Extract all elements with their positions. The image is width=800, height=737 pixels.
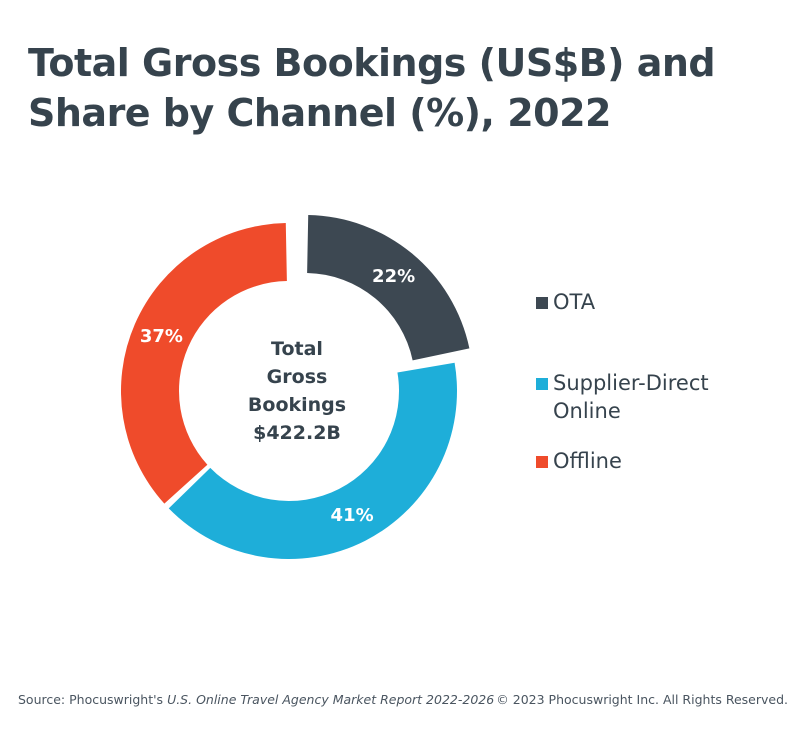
legend-swatch-ota — [536, 297, 548, 309]
slice-label-offline: 37% — [140, 326, 183, 347]
legend-label-supplier-direct-line-2: Online — [553, 399, 621, 423]
legend-label-offline: Offline — [553, 449, 622, 473]
donut-slice-supplier-direct-online — [168, 362, 458, 559]
donut-slice-ota — [307, 215, 470, 361]
copyright-note: © 2023 Phocuswright Inc. All Rights Rese… — [496, 692, 788, 707]
center-label-line-2: Gross — [267, 366, 328, 388]
slice-label-supplier-direct-online: 41% — [331, 505, 374, 526]
donut-center-label: Total Gross Bookings $422.2B — [248, 338, 346, 444]
chart-title-line-1: Total Gross Bookings (US$B) and — [28, 41, 716, 85]
legend-swatch-offline — [536, 456, 548, 468]
legend-label-supplier-direct-line-1: Supplier-Direct — [553, 371, 709, 395]
donut-slice-offline — [120, 223, 287, 504]
center-label-line-1: Total — [271, 338, 323, 360]
source-prefix: Source: Phocuswright's — [18, 692, 168, 707]
source-report-title: U.S. Online Travel Agency Market Report … — [167, 692, 495, 707]
slice-label-ota: 22% — [372, 266, 415, 287]
donut-slices — [120, 215, 470, 559]
chart-title: Total Gross Bookings (US$B) and Share by… — [28, 38, 788, 138]
center-label-line-4: $422.2B — [253, 422, 341, 444]
source-note: Source: Phocuswright's U.S. Online Trave… — [18, 692, 494, 707]
legend-label-ota: OTA — [553, 290, 596, 314]
center-label-line-3: Bookings — [248, 394, 346, 416]
chart-title-line-2: Share by Channel (%), 2022 — [28, 91, 611, 135]
donut-slice-labels: 22% 41% 37% — [140, 266, 415, 526]
legend-swatch-supplier-direct-online — [536, 378, 548, 390]
